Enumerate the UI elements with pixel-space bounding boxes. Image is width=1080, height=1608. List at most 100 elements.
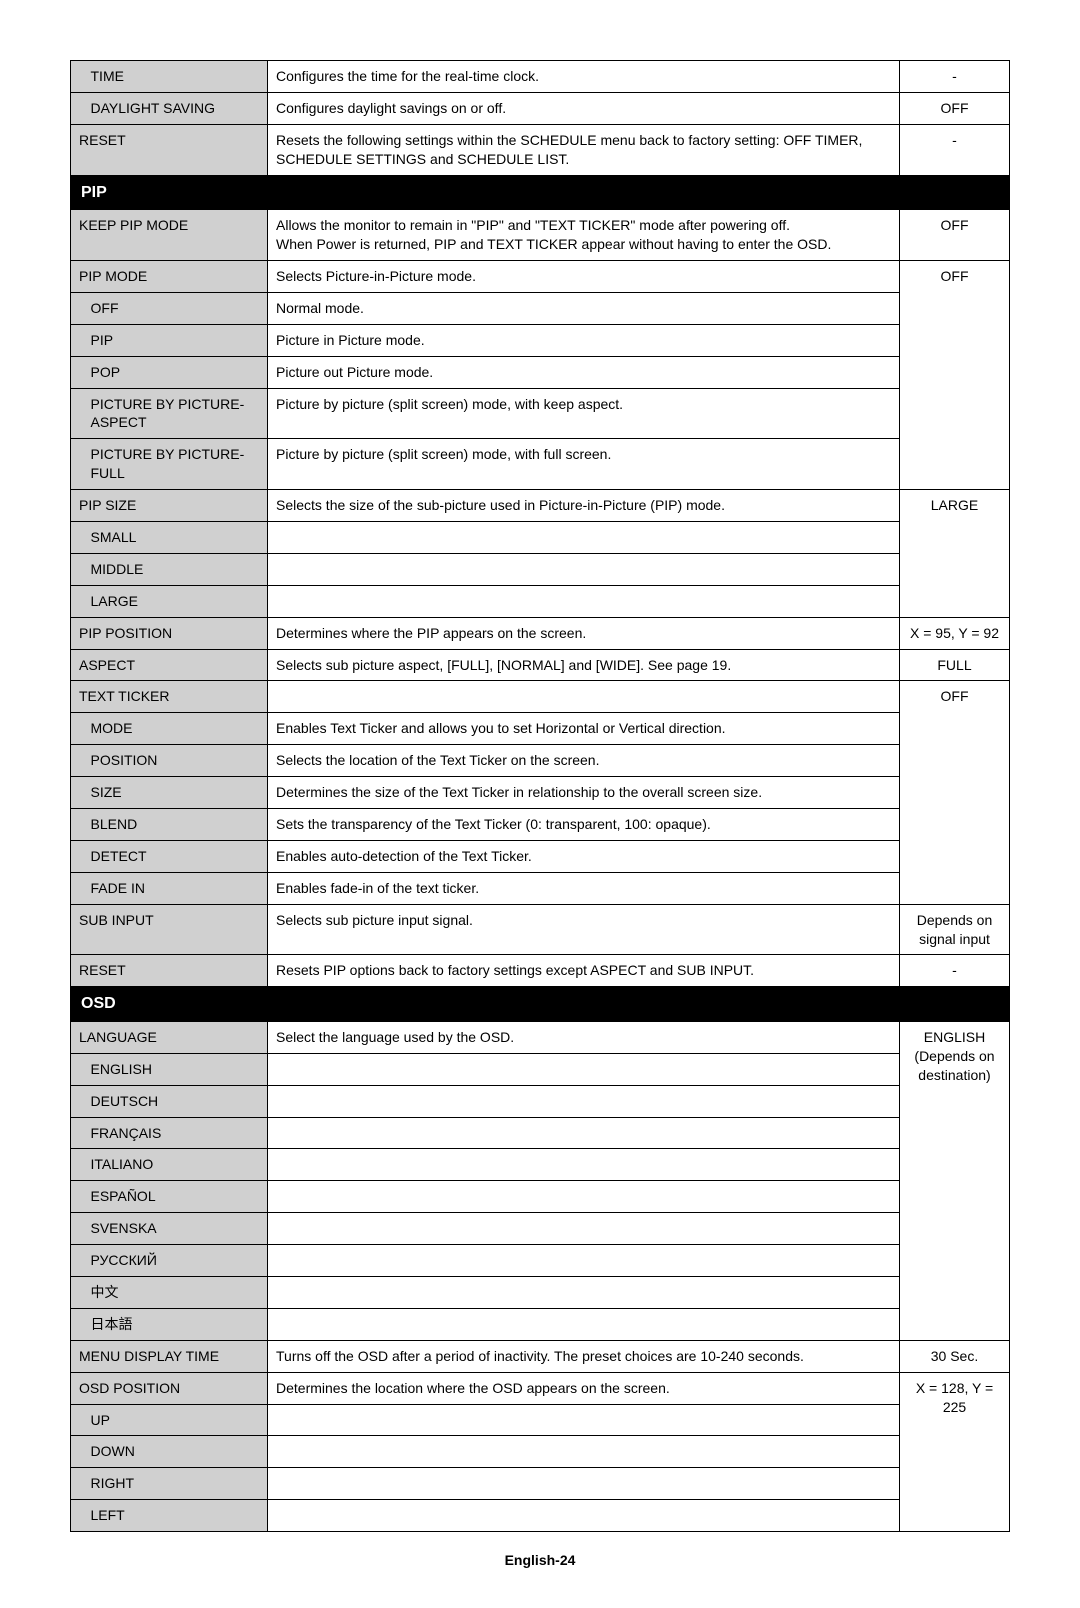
- setting-label: DEUTSCH: [83, 1085, 268, 1117]
- setting-value: X = 128, Y = 225: [900, 1372, 1010, 1531]
- table-row: DEUTSCH: [71, 1085, 1010, 1117]
- setting-description: Select the language used by the OSD.: [268, 1021, 900, 1053]
- setting-label: TIME: [83, 61, 268, 93]
- indent: [71, 439, 83, 490]
- indent: [71, 1085, 83, 1117]
- setting-description: [268, 585, 900, 617]
- table-row: ESPAÑOL: [71, 1181, 1010, 1213]
- setting-label: LARGE: [83, 585, 268, 617]
- setting-label: TEXT TICKER: [71, 681, 268, 713]
- setting-description: [268, 1181, 900, 1213]
- setting-label: РУССКИЙ: [83, 1245, 268, 1277]
- setting-value: -: [900, 955, 1010, 987]
- setting-value: ENGLISH(Depends on destination): [900, 1021, 1010, 1340]
- indent: [71, 1149, 83, 1181]
- setting-label: PIP SIZE: [71, 490, 268, 522]
- setting-label: DETECT: [83, 840, 268, 872]
- table-row: LANGUAGESelect the language used by the …: [71, 1021, 1010, 1053]
- setting-label: MIDDLE: [83, 553, 268, 585]
- setting-description: [268, 681, 900, 713]
- setting-label: MENU DISPLAY TIME: [71, 1340, 268, 1372]
- indent: [71, 777, 83, 809]
- setting-label: PICTURE BY PICTURE-ASPECT: [83, 388, 268, 439]
- setting-label: 日本語: [83, 1308, 268, 1340]
- setting-value: OFF: [900, 681, 1010, 904]
- setting-label: POSITION: [83, 745, 268, 777]
- setting-description: Normal mode.: [268, 292, 900, 324]
- setting-value: LARGE: [900, 490, 1010, 618]
- indent: [71, 745, 83, 777]
- setting-description: Enables Text Ticker and allows you to se…: [268, 713, 900, 745]
- table-row: SMALL: [71, 521, 1010, 553]
- setting-description: Selects sub picture aspect, [FULL], [NOR…: [268, 649, 900, 681]
- setting-description: Determines the size of the Text Ticker i…: [268, 777, 900, 809]
- indent: [71, 1468, 83, 1500]
- setting-value: -: [900, 124, 1010, 175]
- indent: [71, 1436, 83, 1468]
- table-row: FRANÇAIS: [71, 1117, 1010, 1149]
- setting-description: [268, 1277, 900, 1309]
- setting-label: RESET: [71, 955, 268, 987]
- setting-description: Configures the time for the real-time cl…: [268, 61, 900, 93]
- setting-description: [268, 1149, 900, 1181]
- setting-value: OFF: [900, 92, 1010, 124]
- table-row: LARGE: [71, 585, 1010, 617]
- setting-description: [268, 553, 900, 585]
- setting-description: Configures daylight savings on or off.: [268, 92, 900, 124]
- indent: [71, 808, 83, 840]
- indent: [71, 61, 83, 93]
- table-row: KEEP PIP MODEAllows the monitor to remai…: [71, 210, 1010, 261]
- table-row: MODEEnables Text Ticker and allows you t…: [71, 713, 1010, 745]
- setting-description: Enables auto-detection of the Text Ticke…: [268, 840, 900, 872]
- setting-description: [268, 1308, 900, 1340]
- table-row: 中文: [71, 1277, 1010, 1309]
- table-row: PIP MODESelects Picture-in-Picture mode.…: [71, 260, 1010, 292]
- setting-value: FULL: [900, 649, 1010, 681]
- setting-label: 中文: [83, 1277, 268, 1309]
- table-row: TEXT TICKEROFF: [71, 681, 1010, 713]
- settings-table: TIMEConfigures the time for the real-tim…: [70, 60, 1010, 1532]
- setting-label: FRANÇAIS: [83, 1117, 268, 1149]
- setting-value: 30 Sec.: [900, 1340, 1010, 1372]
- table-row: POSITIONSelects the location of the Text…: [71, 745, 1010, 777]
- indent: [71, 521, 83, 553]
- setting-label: PICTURE BY PICTURE-FULL: [83, 439, 268, 490]
- table-row: SIZEDetermines the size of the Text Tick…: [71, 777, 1010, 809]
- setting-description: Sets the transparency of the Text Ticker…: [268, 808, 900, 840]
- setting-description: Selects Picture-in-Picture mode.: [268, 260, 900, 292]
- table-row: POPPicture out Picture mode.: [71, 356, 1010, 388]
- table-row: SUB INPUTSelects sub picture input signa…: [71, 904, 1010, 955]
- section-header: PIP: [71, 175, 1010, 210]
- setting-label: POP: [83, 356, 268, 388]
- setting-label: RESET: [71, 124, 268, 175]
- table-row: РУССКИЙ: [71, 1245, 1010, 1277]
- setting-value: OFF: [900, 260, 1010, 489]
- table-row: RESETResets the following settings withi…: [71, 124, 1010, 175]
- indent: [71, 840, 83, 872]
- setting-description: [268, 1053, 900, 1085]
- page-footer: English-24: [70, 1552, 1010, 1568]
- table-row: ITALIANO: [71, 1149, 1010, 1181]
- indent: [71, 292, 83, 324]
- indent: [71, 356, 83, 388]
- setting-label: PIP POSITION: [71, 617, 268, 649]
- setting-description: Selects the size of the sub-picture used…: [268, 490, 900, 522]
- indent: [71, 1213, 83, 1245]
- table-row: UP: [71, 1404, 1010, 1436]
- table-row: 日本語: [71, 1308, 1010, 1340]
- indent: [71, 92, 83, 124]
- table-row: BLENDSets the transparency of the Text T…: [71, 808, 1010, 840]
- setting-label: PIP MODE: [71, 260, 268, 292]
- setting-description: Picture by picture (split screen) mode, …: [268, 388, 900, 439]
- setting-description: Picture by picture (split screen) mode, …: [268, 439, 900, 490]
- setting-value: -: [900, 61, 1010, 93]
- setting-label: RIGHT: [83, 1468, 268, 1500]
- table-row: PICTURE BY PICTURE-ASPECTPicture by pict…: [71, 388, 1010, 439]
- setting-description: [268, 1213, 900, 1245]
- setting-label: OFF: [83, 292, 268, 324]
- table-row: SVENSKA: [71, 1213, 1010, 1245]
- setting-description: [268, 521, 900, 553]
- indent: [71, 1181, 83, 1213]
- table-row: DETECTEnables auto-detection of the Text…: [71, 840, 1010, 872]
- setting-label: FADE IN: [83, 872, 268, 904]
